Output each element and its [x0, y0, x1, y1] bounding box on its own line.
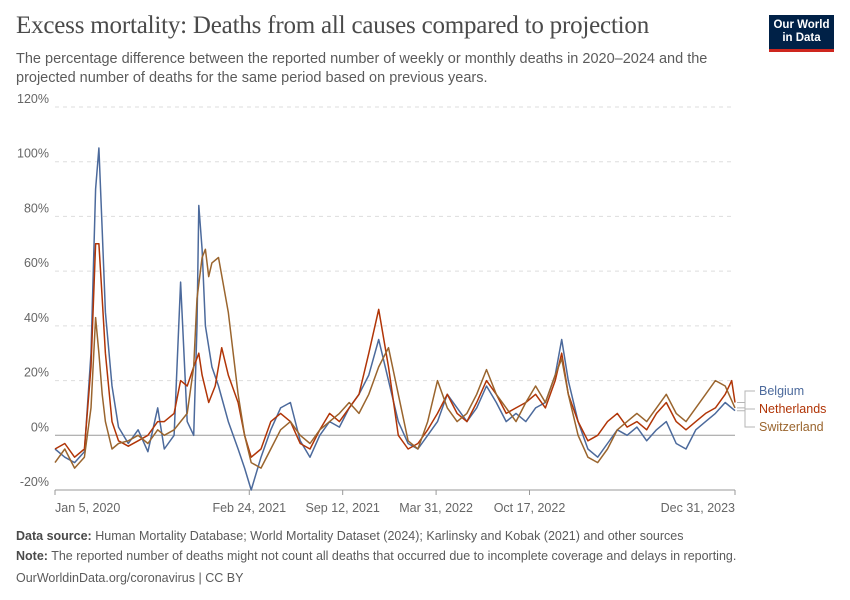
series-line-belgium	[54, 147, 736, 491]
excess-mortality-chart: -20% 0% 20% 40% 60% 80% 100% 120% Jan 5, 2020 Feb…	[17, 92, 826, 515]
logo-line-2: in Data	[782, 32, 821, 44]
series-line-netherlands	[54, 243, 736, 458]
y-tick-label: 80%	[24, 201, 49, 215]
y-tick-label: 120%	[17, 92, 49, 106]
x-tick-label: Feb 24, 2021	[212, 501, 286, 515]
y-tick-label: 100%	[17, 147, 49, 161]
legend-label-belgium: Belgium	[759, 384, 804, 398]
source-label: Data source:	[16, 529, 92, 543]
x-tick-label: Dec 31, 2023	[661, 501, 735, 515]
legend-connector	[737, 402, 755, 410]
y-tick-label: 40%	[24, 311, 49, 325]
y-tick-label: 20%	[24, 366, 49, 380]
series-line-switzerland	[54, 248, 736, 469]
y-tick-label: 0%	[31, 420, 49, 434]
legend-connector	[737, 390, 755, 412]
footer-source: Data source: Human Mortality Database; W…	[16, 529, 683, 543]
y-tick-label: 60%	[24, 256, 49, 270]
footer-note: Note: The reported number of deaths migh…	[16, 549, 736, 563]
footer-credit[interactable]: OurWorldinData.org/coronavirus | CC BY	[16, 571, 244, 585]
x-tick-label: Sep 12, 2021	[306, 501, 380, 515]
legend-label-netherlands: Netherlands	[759, 402, 826, 416]
y-tick-label: -20%	[20, 475, 49, 489]
note-text: The reported number of deaths might not …	[51, 549, 737, 563]
series-layer	[54, 147, 736, 491]
x-tick-label: Oct 17, 2022	[494, 501, 566, 515]
legend-connector	[737, 407, 755, 428]
owid-logo[interactable]: Our World in Data	[769, 15, 834, 52]
legend-layer: Belgium Netherlands Switzerland	[737, 384, 826, 434]
chart-title: Excess mortality: Deaths from all causes…	[16, 12, 650, 39]
grid-layer	[55, 106, 735, 491]
source-text: Human Mortality Database; World Mortalit…	[95, 529, 684, 543]
x-tick-label: Mar 31, 2022	[399, 501, 473, 515]
x-tick-label: Jan 5, 2020	[55, 501, 120, 515]
note-label: Note:	[16, 549, 48, 563]
axis-layer: -20% 0% 20% 40% 60% 80% 100% 120% Jan 5, 2020 Feb…	[17, 92, 736, 515]
legend-label-switzerland: Switzerland	[759, 420, 824, 434]
logo-line-1: Our World	[773, 19, 830, 31]
chart-subtitle: The percentage difference between the re…	[16, 51, 708, 86]
